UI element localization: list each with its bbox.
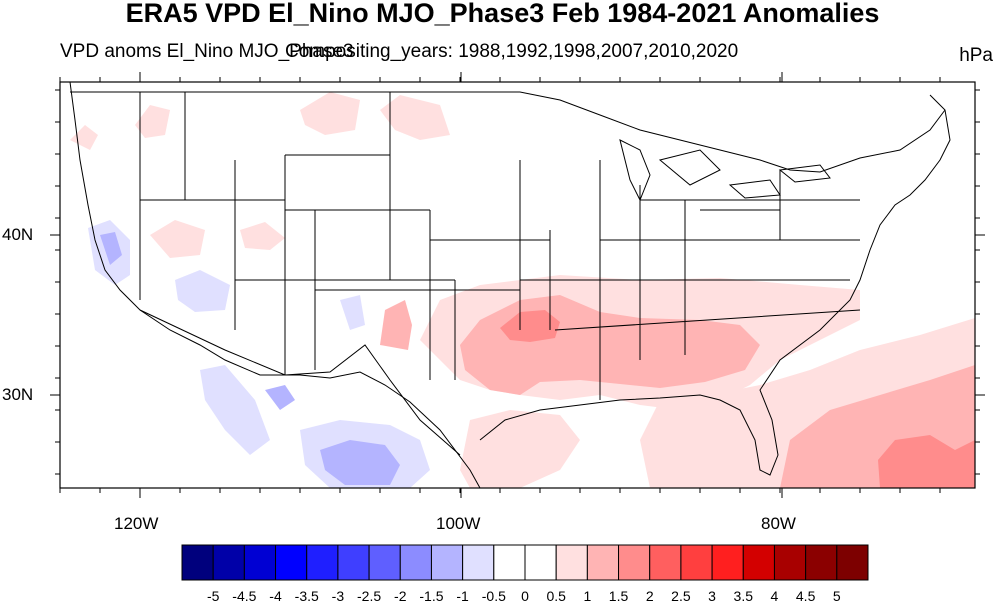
colorbar-label: -4 xyxy=(269,588,282,604)
colorbar-label: 0 xyxy=(521,588,529,604)
left-subtitle: VPD anoms El_Nino MJO_Phase3 xyxy=(60,41,354,62)
coastlines-and-borders xyxy=(69,81,951,489)
axis-ticks xyxy=(50,72,985,498)
center-subtitle: Compositing_years: 1988,1992,1998,2007,2… xyxy=(285,41,739,62)
colorbar-box xyxy=(805,544,838,581)
colorbar-box xyxy=(337,544,370,581)
units-label: hPa xyxy=(959,45,993,66)
colorbar-label: 3.5 xyxy=(733,588,753,604)
colorbar-label: 4.5 xyxy=(795,588,816,604)
map-frame xyxy=(59,81,976,489)
colorbar-box xyxy=(742,544,775,581)
colorbar-label: -2 xyxy=(394,588,407,604)
x-tick-label-100w: 100W xyxy=(436,514,481,533)
great-lakes xyxy=(619,139,831,202)
colorbar-label: 1 xyxy=(583,588,592,604)
colorbar-label: 2.5 xyxy=(671,588,691,604)
colorbar-label: -1.5 xyxy=(419,588,444,604)
coastline xyxy=(69,81,481,489)
colorbar-box xyxy=(275,544,308,581)
colorbar-box xyxy=(368,544,401,581)
colorbar-box xyxy=(711,544,744,581)
colorbar-box xyxy=(618,544,651,581)
colorbar-box xyxy=(680,544,713,581)
colorbar-box xyxy=(649,544,682,581)
colorbar-label: 1.5 xyxy=(608,588,629,604)
gulf-coast xyxy=(479,94,951,476)
x-tick-label-120w: 120W xyxy=(114,514,159,533)
colorbar-label: -0.5 xyxy=(481,588,506,604)
plot-title: ERA5 VPD El_Nino MJO_Phase3 Feb 1984-202… xyxy=(125,0,880,28)
colorbar-box xyxy=(243,544,277,581)
colorbar-label: 4 xyxy=(770,588,779,604)
colorbar-box xyxy=(306,544,339,581)
y-tick-label-40n: 40N xyxy=(2,225,34,244)
colorbar-box xyxy=(212,544,245,581)
state-lines xyxy=(139,92,861,400)
colorbar-box xyxy=(773,544,807,581)
colorbar-label: -4.5 xyxy=(232,588,257,604)
colorbar-label: 5 xyxy=(832,588,841,604)
colorbar-box xyxy=(399,544,432,581)
colorbar-label: -3.5 xyxy=(294,588,319,604)
colorbar-label: -3 xyxy=(331,588,345,604)
y-tick-label-30n: 30N xyxy=(2,385,34,404)
canada-border xyxy=(70,91,946,173)
colorbar-label: -1 xyxy=(456,588,469,604)
x-tick-label-80w: 80W xyxy=(761,514,796,533)
negative-anomaly-shading xyxy=(88,220,430,488)
colorbar-boxes xyxy=(181,544,869,581)
colorbar-box xyxy=(493,544,526,581)
colorbar-label: -5 xyxy=(206,588,220,604)
colorbar-box xyxy=(524,544,557,581)
colorbar-label: -2.5 xyxy=(357,588,382,604)
mexico-border xyxy=(139,309,461,456)
colorbar-label: 3 xyxy=(708,588,716,604)
colorbar-box xyxy=(586,544,620,581)
colorbar-label: 2 xyxy=(645,588,654,604)
colorbar-box xyxy=(462,544,495,581)
colorbar-box xyxy=(836,544,869,581)
colorbar-box xyxy=(181,544,214,581)
colorbar-box xyxy=(555,544,588,581)
colorbar-label: 0.5 xyxy=(546,588,566,604)
colorbar-box xyxy=(430,544,464,581)
